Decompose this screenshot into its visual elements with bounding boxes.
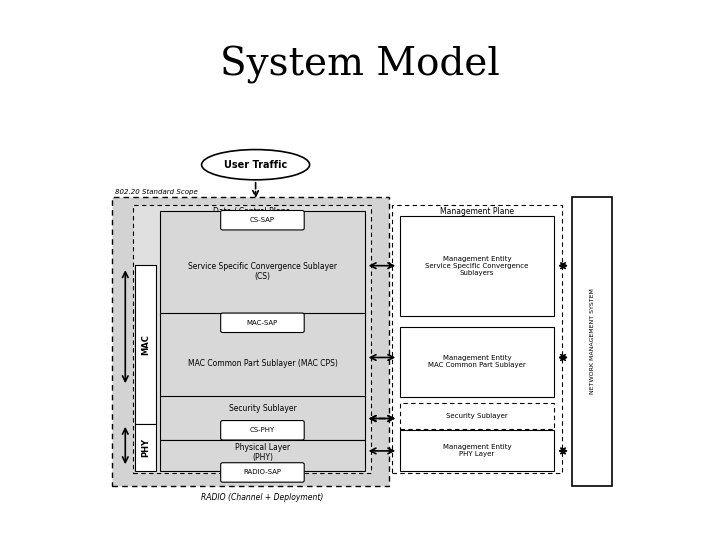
Text: Security Sublayer: Security Sublayer — [228, 404, 297, 413]
Bar — [135, 424, 156, 471]
Bar — [160, 440, 365, 471]
Bar — [133, 205, 371, 472]
Bar — [160, 211, 365, 316]
Text: MAC-SAP: MAC-SAP — [247, 320, 278, 326]
FancyBboxPatch shape — [220, 463, 304, 482]
Ellipse shape — [202, 150, 310, 180]
Bar — [392, 205, 562, 472]
Text: NETWORK MANAGEMENT SYSTEM: NETWORK MANAGEMENT SYSTEM — [590, 288, 595, 395]
Bar — [400, 327, 554, 397]
Text: System Model: System Model — [220, 46, 500, 84]
Text: Management Entity
PHY Layer: Management Entity PHY Layer — [443, 444, 511, 457]
Bar — [160, 396, 365, 440]
Text: 802.20 Standard Scope: 802.20 Standard Scope — [115, 190, 198, 195]
FancyBboxPatch shape — [220, 313, 304, 333]
Text: RADIO (Channel + Deployment): RADIO (Channel + Deployment) — [202, 494, 323, 502]
Text: Physical Layer
(PHY): Physical Layer (PHY) — [235, 443, 290, 462]
Bar — [400, 403, 554, 429]
Text: User Traffic: User Traffic — [224, 160, 287, 170]
Bar — [400, 216, 554, 316]
Text: CS-PHY: CS-PHY — [250, 427, 275, 433]
Bar — [572, 197, 612, 486]
Text: MAC Common Part Sublayer (MAC CPS): MAC Common Part Sublayer (MAC CPS) — [187, 359, 338, 368]
Text: Security Sublayer: Security Sublayer — [446, 413, 508, 420]
Text: RADIO-SAP: RADIO-SAP — [243, 469, 282, 475]
Text: Service Specific Convergence Sublayer
(CS): Service Specific Convergence Sublayer (C… — [188, 262, 337, 281]
Text: PHY: PHY — [141, 438, 150, 457]
Text: CS-SAP: CS-SAP — [250, 217, 275, 223]
Text: Management Entity
Service Specific Convergence
Sublayers: Management Entity Service Specific Conve… — [426, 256, 528, 276]
Bar — [135, 265, 156, 424]
Text: Management Entity
MAC Common Part Sublayer: Management Entity MAC Common Part Sublay… — [428, 355, 526, 368]
FancyBboxPatch shape — [220, 421, 304, 440]
Text: Data / Control Plane: Data / Control Plane — [213, 207, 291, 216]
Bar — [112, 197, 389, 486]
Bar — [160, 313, 365, 397]
Bar — [400, 430, 554, 471]
Text: MAC: MAC — [141, 334, 150, 355]
FancyBboxPatch shape — [220, 211, 304, 230]
Text: Management Plane: Management Plane — [440, 207, 514, 216]
